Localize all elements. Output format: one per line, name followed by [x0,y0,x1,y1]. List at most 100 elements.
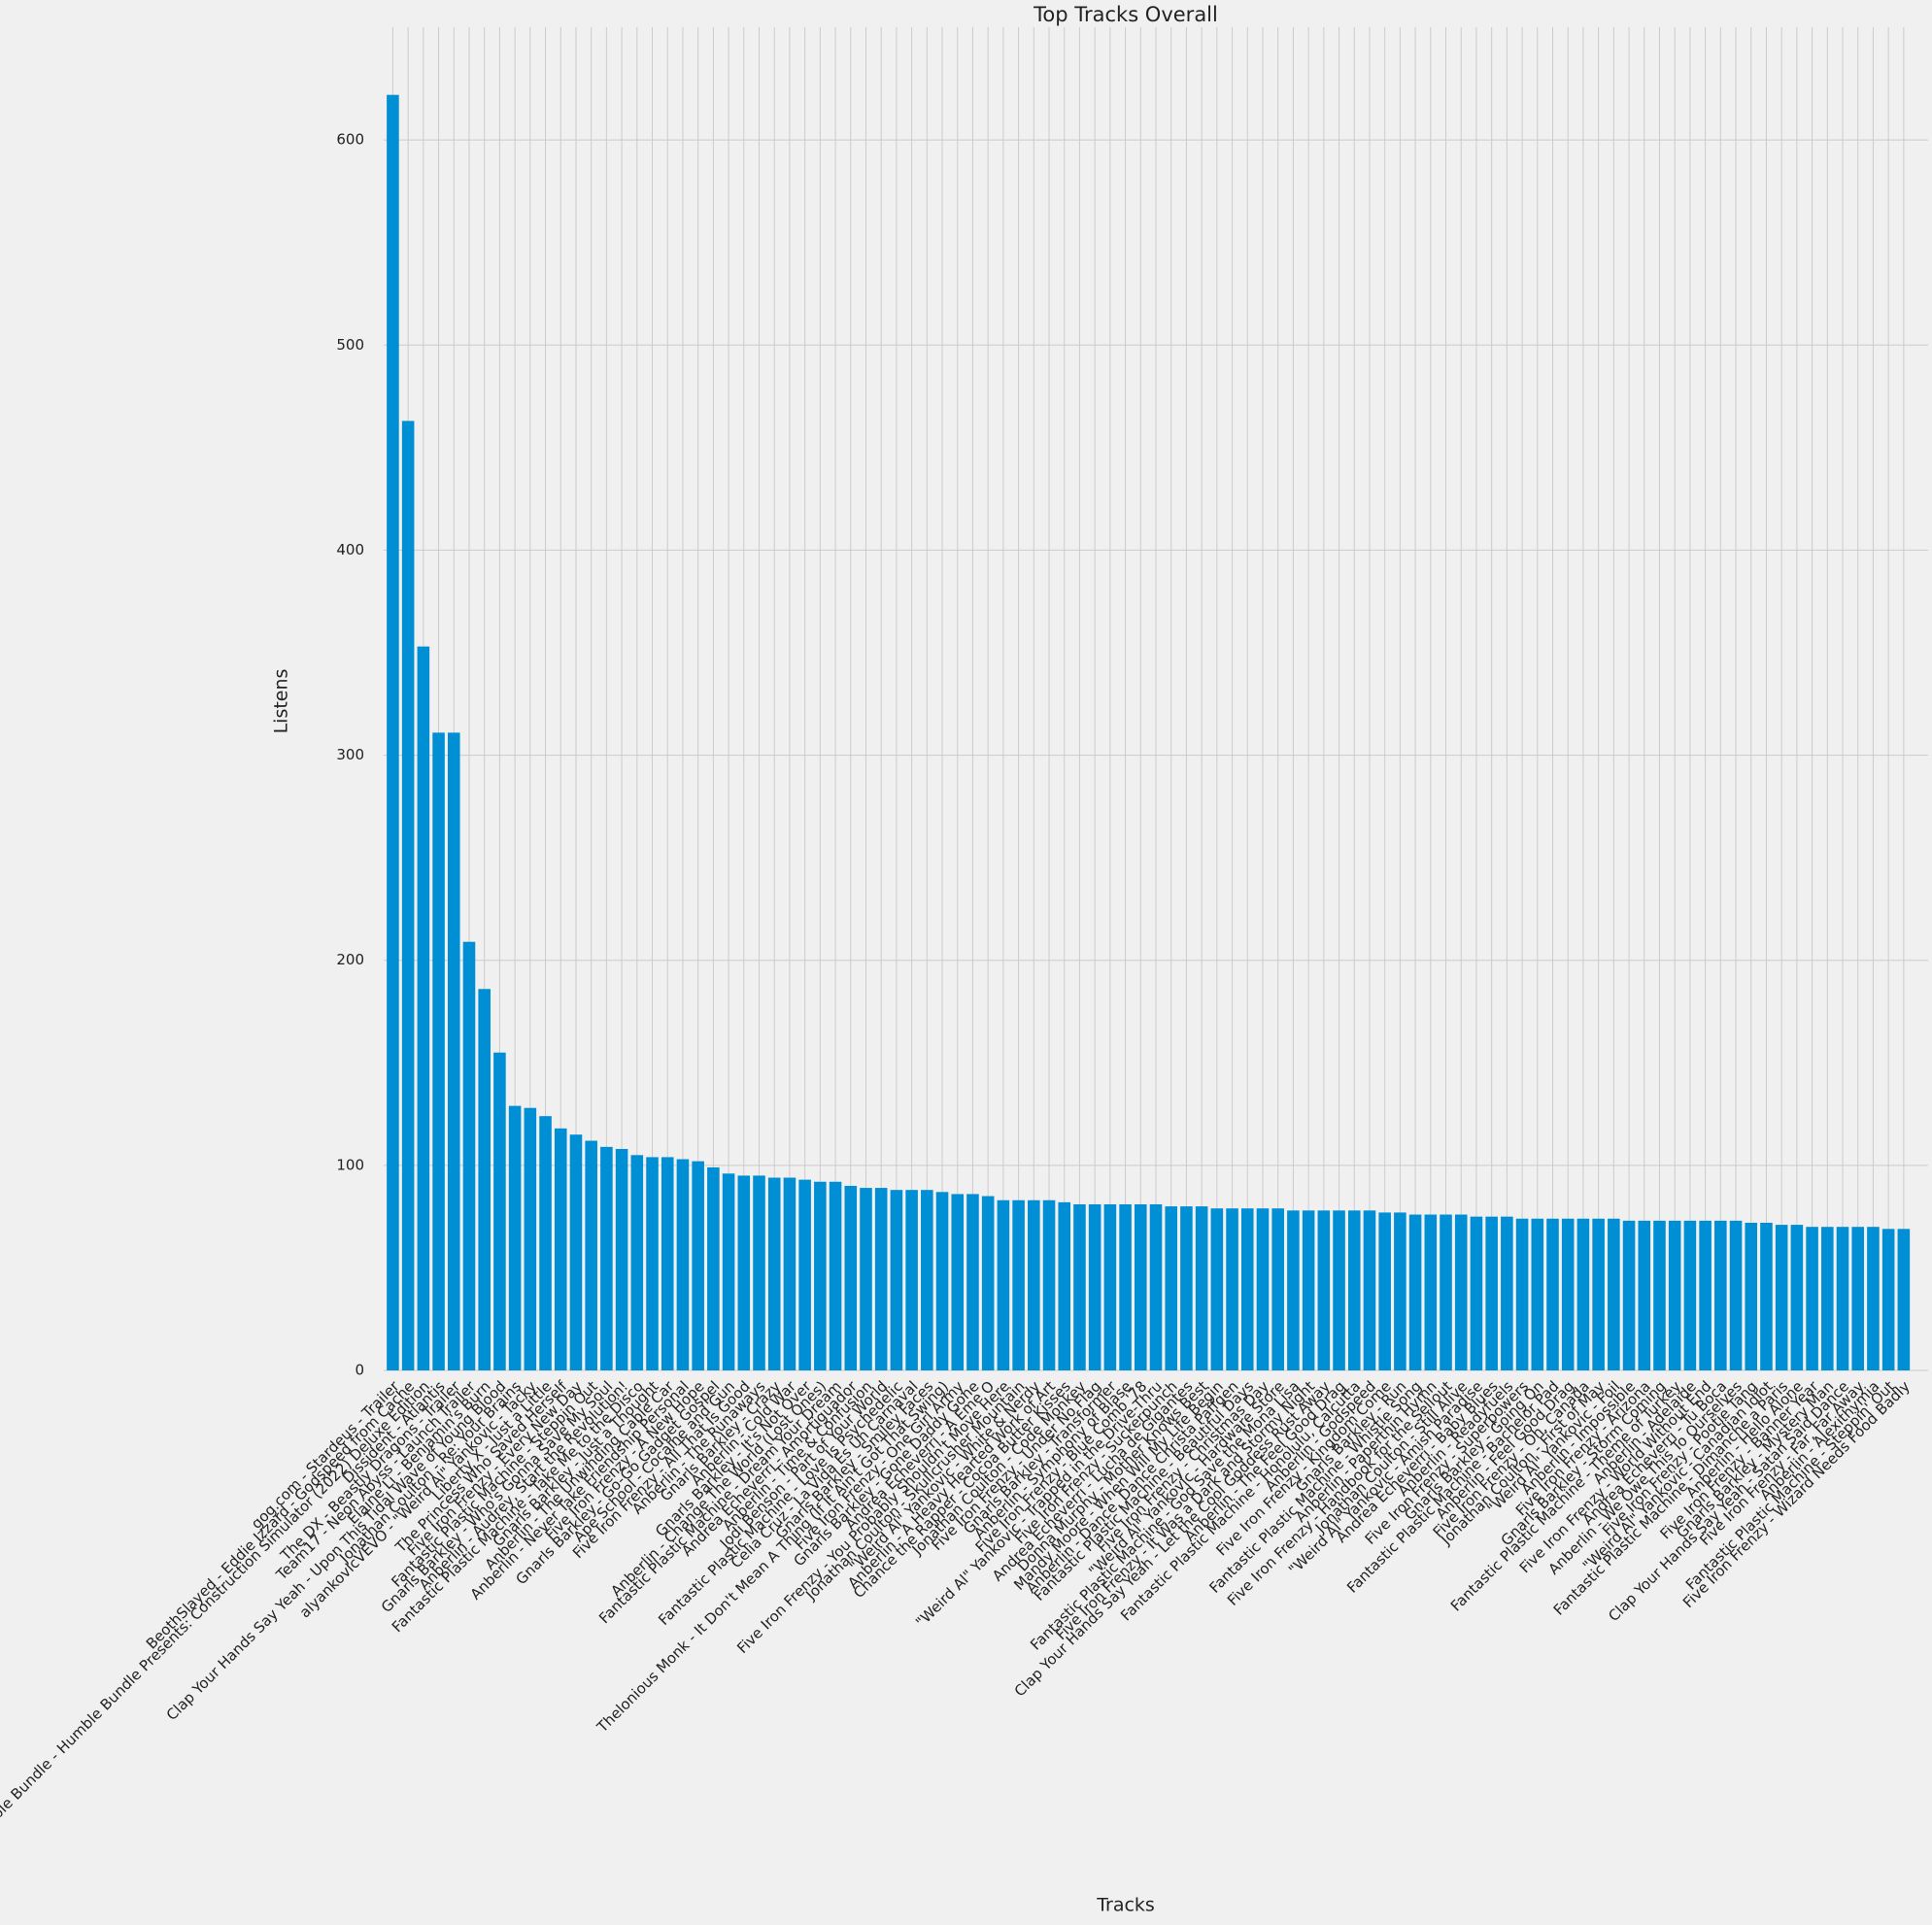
bar [860,1188,872,1370]
bar [1790,1225,1804,1370]
bar [1836,1227,1849,1370]
bar [737,1175,751,1370]
bar [1119,1203,1132,1370]
bar [539,1116,552,1370]
bar [1363,1210,1376,1370]
y-tick-label: 100 [336,1156,364,1173]
bar [1317,1210,1331,1370]
bar [417,646,430,1370]
bar [569,1134,583,1370]
bar [1714,1220,1727,1370]
bar [646,1157,659,1370]
x-axis-label: Tracks [1096,1895,1155,1916]
bar [1699,1220,1712,1370]
bar [1042,1199,1056,1370]
bar [753,1175,765,1370]
bar [387,94,399,1371]
bar [844,1185,858,1370]
y-tick-label: 400 [336,541,364,558]
bar [1745,1222,1758,1370]
bar [401,421,415,1371]
bar [1103,1203,1117,1370]
bar [615,1148,628,1370]
bar [1638,1220,1651,1370]
bar [1058,1201,1071,1370]
bar [1378,1212,1391,1370]
bar [585,1140,597,1370]
bar [798,1179,811,1370]
bar [1867,1227,1880,1370]
bar [1180,1206,1193,1370]
bar [1470,1216,1483,1370]
bar [829,1181,842,1370]
bar [432,732,445,1370]
bar [1088,1203,1102,1370]
bar [1424,1214,1438,1370]
bar [1135,1203,1147,1370]
bar [1333,1210,1345,1370]
bar [707,1166,720,1370]
bar [997,1199,1010,1370]
bar [1149,1203,1163,1370]
bar [1028,1199,1040,1370]
bar [508,1105,522,1370]
bar [814,1181,827,1370]
bar [1576,1218,1590,1370]
bar [554,1128,567,1370]
bar [1347,1210,1361,1370]
bar [935,1192,949,1370]
y-tick-label: 600 [336,131,364,149]
bar [630,1155,644,1370]
bar [783,1177,797,1370]
bar [1897,1229,1911,1370]
bar [1653,1220,1666,1370]
bar [1287,1210,1300,1370]
bar [1561,1218,1575,1370]
bar [1408,1214,1422,1370]
bar [692,1161,704,1370]
bar [524,1107,537,1370]
bar [600,1146,613,1370]
bar [874,1188,888,1370]
bar [1012,1199,1025,1370]
bar [1622,1220,1636,1370]
bar [1210,1208,1224,1370]
bar [1440,1214,1452,1370]
bar [981,1196,995,1370]
bar [1668,1220,1681,1370]
y-tick-label: 500 [336,336,364,354]
bar [1195,1206,1208,1370]
bar [1515,1218,1529,1370]
y-tick-label: 300 [336,746,364,763]
bar [1592,1218,1605,1370]
bar [722,1173,735,1370]
bar [1729,1220,1743,1370]
bar [1821,1227,1834,1370]
bar [1256,1208,1270,1370]
bar [1073,1203,1086,1370]
bar [1165,1206,1177,1370]
y-tick-label: 200 [336,951,364,968]
bar [767,1177,781,1370]
bar [951,1194,965,1370]
bar [966,1194,979,1370]
bar [921,1190,933,1370]
bar [1881,1229,1895,1370]
bar [1240,1208,1254,1370]
bar [447,732,460,1370]
bar [1454,1214,1468,1370]
bar [905,1190,918,1370]
chart-title: Top Tracks Overall [1033,3,1218,26]
bar [1394,1212,1407,1370]
bar [890,1190,903,1370]
bar [676,1159,690,1370]
bar [1546,1218,1559,1370]
bar [1271,1208,1284,1370]
bar [1501,1216,1513,1370]
bar [1485,1216,1498,1370]
bar [661,1157,674,1370]
bar [1775,1225,1788,1370]
bar [1226,1208,1238,1370]
y-tick-label: 0 [355,1362,364,1379]
